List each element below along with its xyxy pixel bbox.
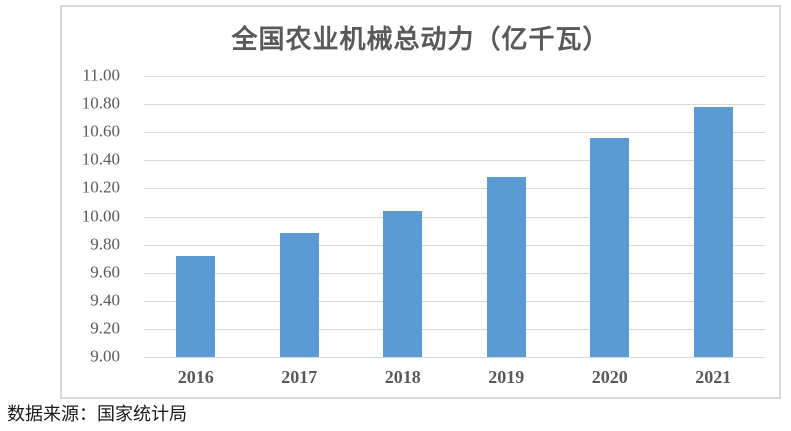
y-gridline — [144, 245, 765, 246]
y-gridline — [144, 104, 765, 105]
y-axis-tick-label: 10.00 — [81, 206, 120, 226]
y-gridline — [144, 188, 765, 189]
y-gridline — [144, 329, 765, 330]
y-axis-tick-label: 9.80 — [90, 234, 120, 254]
x-axis-tick-label: 2017 — [281, 367, 318, 387]
y-axis-tick-label: 9.20 — [90, 318, 120, 338]
y-axis-tick-label: 10.60 — [81, 121, 120, 141]
y-axis-tick-label: 11.00 — [82, 65, 120, 85]
x-axis-tick-label: 2021 — [695, 367, 732, 387]
chart-frame: 全国农业机械总动力（亿千瓦） 11.00 10.80 10.60 10.40 10.20… — [60, 5, 781, 399]
y-axis-tick-label: 10.20 — [81, 177, 120, 197]
x-axis-tick-label: 2018 — [384, 367, 421, 387]
y-gridline — [144, 132, 765, 133]
y-axis-tick-label: 9.60 — [90, 262, 120, 282]
y-axis-tick-label: 9.40 — [90, 290, 120, 310]
x-axis-tick-label: 2016 — [177, 367, 214, 387]
bar-2016 — [176, 256, 215, 357]
bar-2018 — [383, 211, 422, 357]
bar-2020 — [590, 138, 629, 357]
bar-2017 — [280, 233, 319, 357]
y-axis-tick-label: 9.00 — [90, 346, 120, 366]
bar-2021 — [694, 107, 733, 357]
y-gridline — [144, 273, 765, 274]
x-axis-tick-label: 2019 — [488, 367, 525, 387]
x-axis-tick-label: 2020 — [591, 367, 628, 387]
chart-title: 全国农业机械总动力（亿千瓦） — [231, 24, 610, 54]
x-axis-line — [144, 357, 765, 358]
y-gridline — [144, 301, 765, 302]
y-gridline — [144, 217, 765, 218]
source-note: 数据来源：国家统计局 — [7, 404, 187, 424]
plot-area — [144, 76, 765, 358]
y-axis-tick-label: 10.80 — [81, 93, 120, 113]
bar-2019 — [487, 177, 526, 357]
y-gridline — [144, 160, 765, 161]
y-gridline — [144, 76, 765, 77]
y-axis-tick-label: 10.40 — [81, 149, 120, 169]
